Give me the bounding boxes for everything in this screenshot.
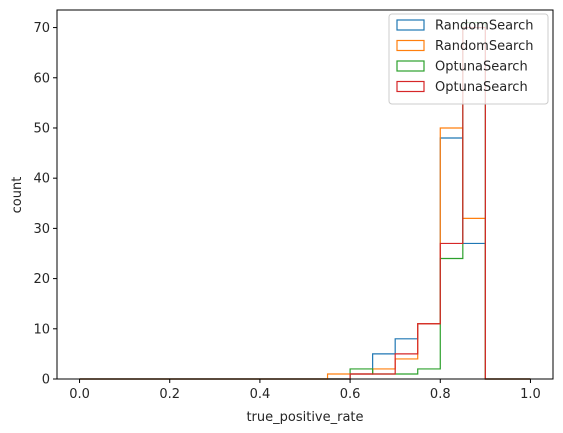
legend-label: OptunaSearch [435, 80, 528, 95]
legend-label: RandomSearch [435, 19, 533, 34]
y-tick-label: 20 [33, 272, 50, 287]
y-axis-label: count [10, 177, 25, 214]
x-axis: 0.0 0.2 0.4 0.6 0.8 1.0 [69, 379, 541, 402]
x-tick-label: 0.8 [430, 387, 451, 402]
y-tick-label: 50 [33, 121, 50, 136]
legend: RandomSearch RandomSearch OptunaSearch Optu… [389, 14, 548, 104]
x-tick-label: 0.0 [69, 387, 90, 402]
y-tick-label: 10 [33, 322, 50, 337]
legend-label: OptunaSearch [435, 60, 528, 75]
x-tick-label: 0.2 [159, 387, 180, 402]
y-tick-label: 60 [33, 71, 50, 86]
x-axis-label: true_positive_rate [246, 410, 363, 425]
y-tick-label: 0 [42, 373, 50, 388]
x-tick-label: 0.4 [250, 387, 271, 402]
x-tick-label: 0.6 [340, 387, 361, 402]
y-tick-label: 70 [33, 21, 50, 36]
x-tick-label: 1.0 [520, 387, 541, 402]
y-tick-label: 30 [33, 222, 50, 237]
y-axis: 0 10 20 30 40 50 60 70 [33, 21, 57, 387]
y-tick-label: 40 [33, 172, 50, 187]
legend-label: RandomSearch [435, 39, 533, 54]
